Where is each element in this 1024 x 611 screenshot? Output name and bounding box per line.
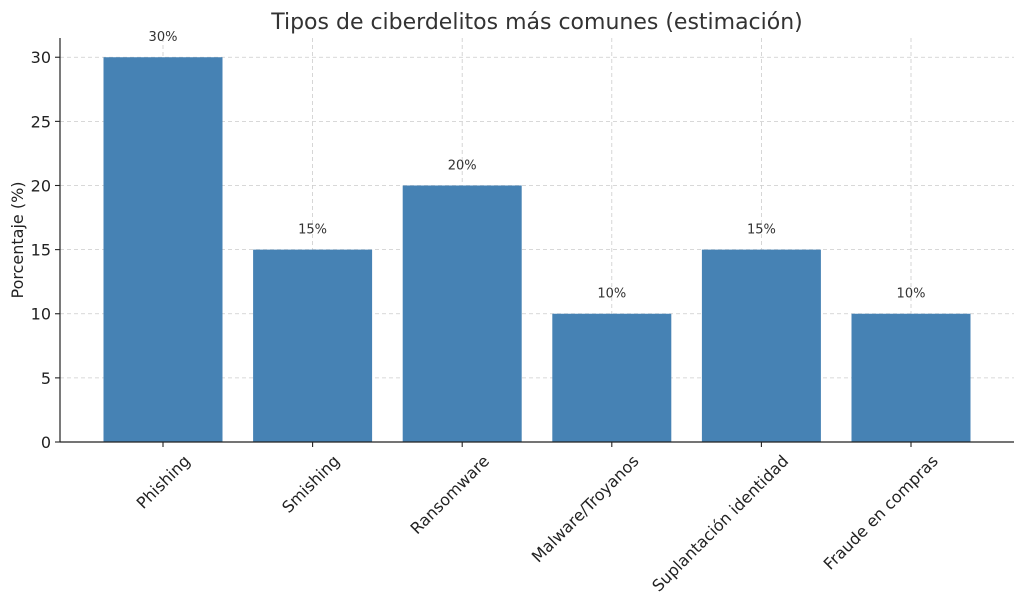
y-tick-label: 10 (31, 305, 51, 324)
data-label: 15% (298, 223, 327, 238)
data-label: 30% (149, 30, 178, 45)
chart-title: Tipos de ciberdelitos más comunes (estim… (270, 10, 803, 35)
y-tick-label: 20 (31, 176, 51, 195)
bar (103, 57, 223, 442)
axes (55, 38, 1014, 447)
data-label: 10% (597, 287, 626, 302)
y-tick-label: 5 (41, 369, 51, 388)
x-tick-label: Fraude en compras (820, 451, 942, 573)
x-tick-label: Ransomware (406, 451, 493, 538)
y-tick-label: 25 (31, 112, 51, 131)
y-tick-label: 15 (31, 241, 51, 260)
y-tick-label: 0 (41, 433, 51, 452)
bar (402, 185, 522, 442)
bar (701, 249, 821, 442)
y-tick-label: 30 (31, 48, 51, 67)
x-tick-label: Suplantación identidad (648, 451, 792, 595)
y-axis-label: Porcentaje (%) (8, 181, 27, 298)
bars (103, 57, 971, 442)
data-label: 20% (448, 158, 477, 173)
x-tick-label: Malware/Troyanos (528, 451, 643, 566)
bar (253, 249, 373, 442)
x-tick-label: Phishing (133, 451, 194, 512)
bar (851, 313, 971, 442)
x-tick-label: Smishing (278, 451, 343, 516)
bar (552, 313, 672, 442)
data-label: 10% (897, 287, 926, 302)
data-label: 15% (747, 223, 776, 238)
